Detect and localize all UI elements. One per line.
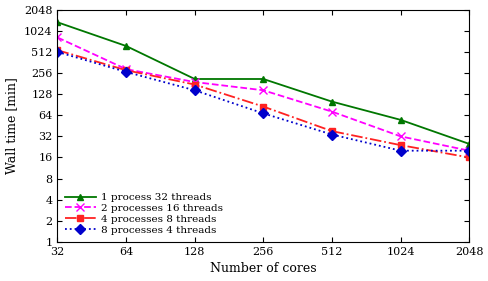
Line: 2 processes 16 threads: 2 processes 16 threads	[53, 33, 472, 155]
1 process 32 threads	[397, 118, 403, 121]
4 processes 8 threads	[191, 83, 197, 86]
1 process 32 threads	[55, 21, 61, 24]
1 process 32 threads	[123, 44, 129, 48]
2 processes 16 threads	[191, 80, 197, 84]
8 processes 4 threads	[465, 149, 471, 152]
8 processes 4 threads	[55, 50, 61, 54]
1 process 32 threads	[191, 77, 197, 81]
2 processes 16 threads	[397, 135, 403, 138]
8 processes 4 threads	[328, 133, 334, 136]
Legend: 1 process 32 threads, 2 processes 16 threads, 4 processes 8 threads, 8 processes: 1 process 32 threads, 2 processes 16 thr…	[62, 191, 225, 237]
8 processes 4 threads	[123, 70, 129, 74]
2 processes 16 threads	[465, 149, 471, 152]
2 processes 16 threads	[260, 89, 266, 92]
Line: 4 processes 8 threads: 4 processes 8 threads	[54, 47, 472, 161]
Line: 8 processes 4 threads: 8 processes 4 threads	[54, 48, 472, 154]
2 processes 16 threads	[55, 36, 61, 39]
4 processes 8 threads	[465, 156, 471, 159]
4 processes 8 threads	[260, 105, 266, 108]
8 processes 4 threads	[397, 149, 403, 152]
4 processes 8 threads	[397, 143, 403, 147]
1 process 32 threads	[465, 142, 471, 146]
8 processes 4 threads	[191, 89, 197, 92]
Line: 1 process 32 threads: 1 process 32 threads	[54, 19, 472, 147]
4 processes 8 threads	[328, 130, 334, 133]
4 processes 8 threads	[123, 69, 129, 72]
2 processes 16 threads	[328, 110, 334, 113]
1 process 32 threads	[328, 100, 334, 103]
1 process 32 threads	[260, 77, 266, 81]
2 processes 16 threads	[123, 67, 129, 71]
X-axis label: Number of cores: Number of cores	[209, 262, 316, 275]
4 processes 8 threads	[55, 49, 61, 52]
8 processes 4 threads	[260, 112, 266, 115]
Y-axis label: Wall time [min]: Wall time [min]	[5, 77, 19, 174]
